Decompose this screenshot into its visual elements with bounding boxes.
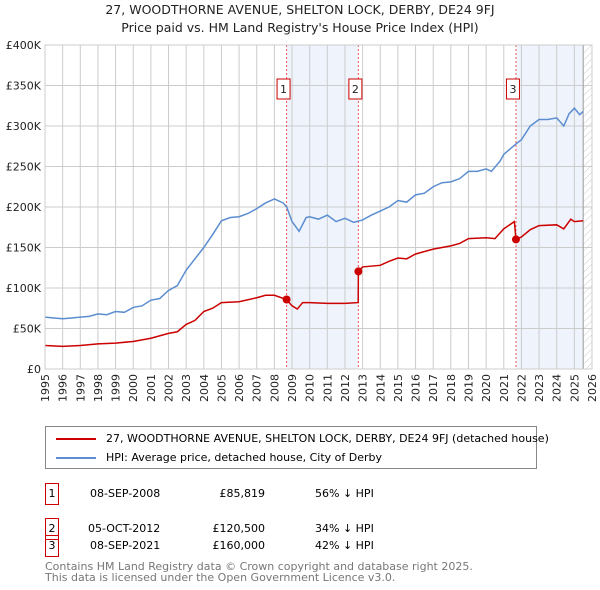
transaction-number: 3 <box>45 535 59 557</box>
y-tick-label: £100K <box>6 282 42 295</box>
x-tick-label: 2023 <box>533 374 546 402</box>
x-tick-label: 2012 <box>339 374 352 402</box>
plot-frame <box>44 44 593 370</box>
sale-marker-box <box>505 78 520 100</box>
sale-point <box>354 267 363 276</box>
y-tick-label: £50K <box>13 323 42 336</box>
x-tick-label: 2019 <box>462 374 475 402</box>
transaction-date: 08-SEP-2021 <box>90 539 161 552</box>
transaction-date: 08-SEP-2008 <box>90 487 161 500</box>
sale-point <box>511 235 520 244</box>
transaction-price: £160,000 <box>212 539 266 552</box>
x-tick-label: 2021 <box>498 374 511 402</box>
y-tick-label: £150K <box>6 242 42 255</box>
y-tick-label: £300K <box>6 120 42 133</box>
footer: Contains HM Land Registry data © Crown c… <box>45 561 473 583</box>
x-tick-label: 2011 <box>321 374 334 402</box>
x-tick-label: 2026 <box>586 374 599 402</box>
sale-marker-label: 2 <box>352 83 359 96</box>
x-tick-label: 2016 <box>410 374 423 402</box>
sale-marker-label: 1 <box>280 83 287 96</box>
transaction-hpi: 56% ↓ HPI <box>315 487 374 500</box>
x-tick-label: 2002 <box>163 374 176 402</box>
transaction-row: 2 05-OCT-2012 £120,500 34% ↓ HPI <box>45 518 445 540</box>
transaction-number: 2 <box>45 518 59 540</box>
legend-label-hpi: HPI: Average price, detached house, City… <box>106 451 383 464</box>
footer-line-1: Contains HM Land Registry data © Crown c… <box>45 560 473 573</box>
legend: 27, WOODTHORNE AVENUE, SHELTON LOCK, DER… <box>45 426 549 469</box>
x-tick-label: 1996 <box>57 374 70 402</box>
transaction-price: £85,819 <box>219 487 266 500</box>
x-tick-label: 1999 <box>110 374 123 402</box>
x-tick-label: 2017 <box>427 374 440 402</box>
transaction-row: 1 08-SEP-2008 £85,819 56% ↓ HPI <box>45 483 445 505</box>
x-tick-label: 2020 <box>480 374 493 402</box>
transaction-hpi: 34% ↓ HPI <box>315 522 374 535</box>
y-tick-label: £350K <box>6 80 42 93</box>
x-tick-label: 2018 <box>445 374 458 402</box>
chart-title: 27, WOODTHORNE AVENUE, SHELTON LOCK, DER… <box>105 2 495 17</box>
x-tick-label: 2004 <box>198 374 211 402</box>
hpi-line <box>44 107 584 320</box>
x-tick-label: 2025 <box>568 374 581 402</box>
x-tick-label: 2008 <box>268 374 281 402</box>
x-tick-label: 1998 <box>92 374 105 402</box>
x-tick-label: 2009 <box>286 374 299 402</box>
x-tick-label: 2003 <box>180 374 193 402</box>
sale-point <box>282 295 291 304</box>
x-tick-label: 2001 <box>145 374 158 402</box>
legend-label-property: 27, WOODTHORNE AVENUE, SHELTON LOCK, DER… <box>106 432 549 445</box>
x-tick-label: 2022 <box>515 374 528 402</box>
x-tick-label: 2010 <box>304 374 317 402</box>
x-tick-label: 2015 <box>392 374 405 402</box>
x-tick-label: 2006 <box>233 374 246 402</box>
price-chart: 1995 1996 1997 1998 1999 2000 2001 2002 2003 2004… <box>6 39 599 402</box>
transaction-date: 05-OCT-2012 <box>88 522 161 535</box>
transaction-hpi: 42% ↓ HPI <box>315 539 374 552</box>
transaction-row: 3 08-SEP-2021 £160,000 42% ↓ HPI <box>45 535 445 557</box>
legend-swatch-hpi <box>56 456 96 459</box>
x-tick-label: 2013 <box>357 374 370 402</box>
sale-marker-box <box>276 78 291 100</box>
legend-swatch-property <box>56 437 96 440</box>
x-tick-label: 1995 <box>39 374 52 402</box>
x-tick-label: 2005 <box>215 374 228 402</box>
transaction-number: 1 <box>45 483 59 505</box>
footer-line-2: This data is licensed under the Open Gov… <box>45 571 396 584</box>
x-tick-label: 2014 <box>374 374 387 402</box>
chart-subtitle: Price paid vs. HM Land Registry's House … <box>121 20 479 35</box>
y-tick-label: £200K <box>6 201 42 214</box>
x-tick-label: 2007 <box>251 374 264 402</box>
x-tick-label: 2000 <box>127 374 140 402</box>
y-tick-label: £400K <box>6 39 42 52</box>
y-tick-label: £250K <box>6 161 42 174</box>
sale-marker-label: 3 <box>509 83 516 96</box>
x-tick-label: 2024 <box>551 374 564 402</box>
x-tick-label: 1997 <box>74 374 87 402</box>
transaction-price: £120,500 <box>212 522 266 535</box>
sale-marker-box <box>348 78 363 100</box>
y-tick-label: £0 <box>27 363 41 376</box>
